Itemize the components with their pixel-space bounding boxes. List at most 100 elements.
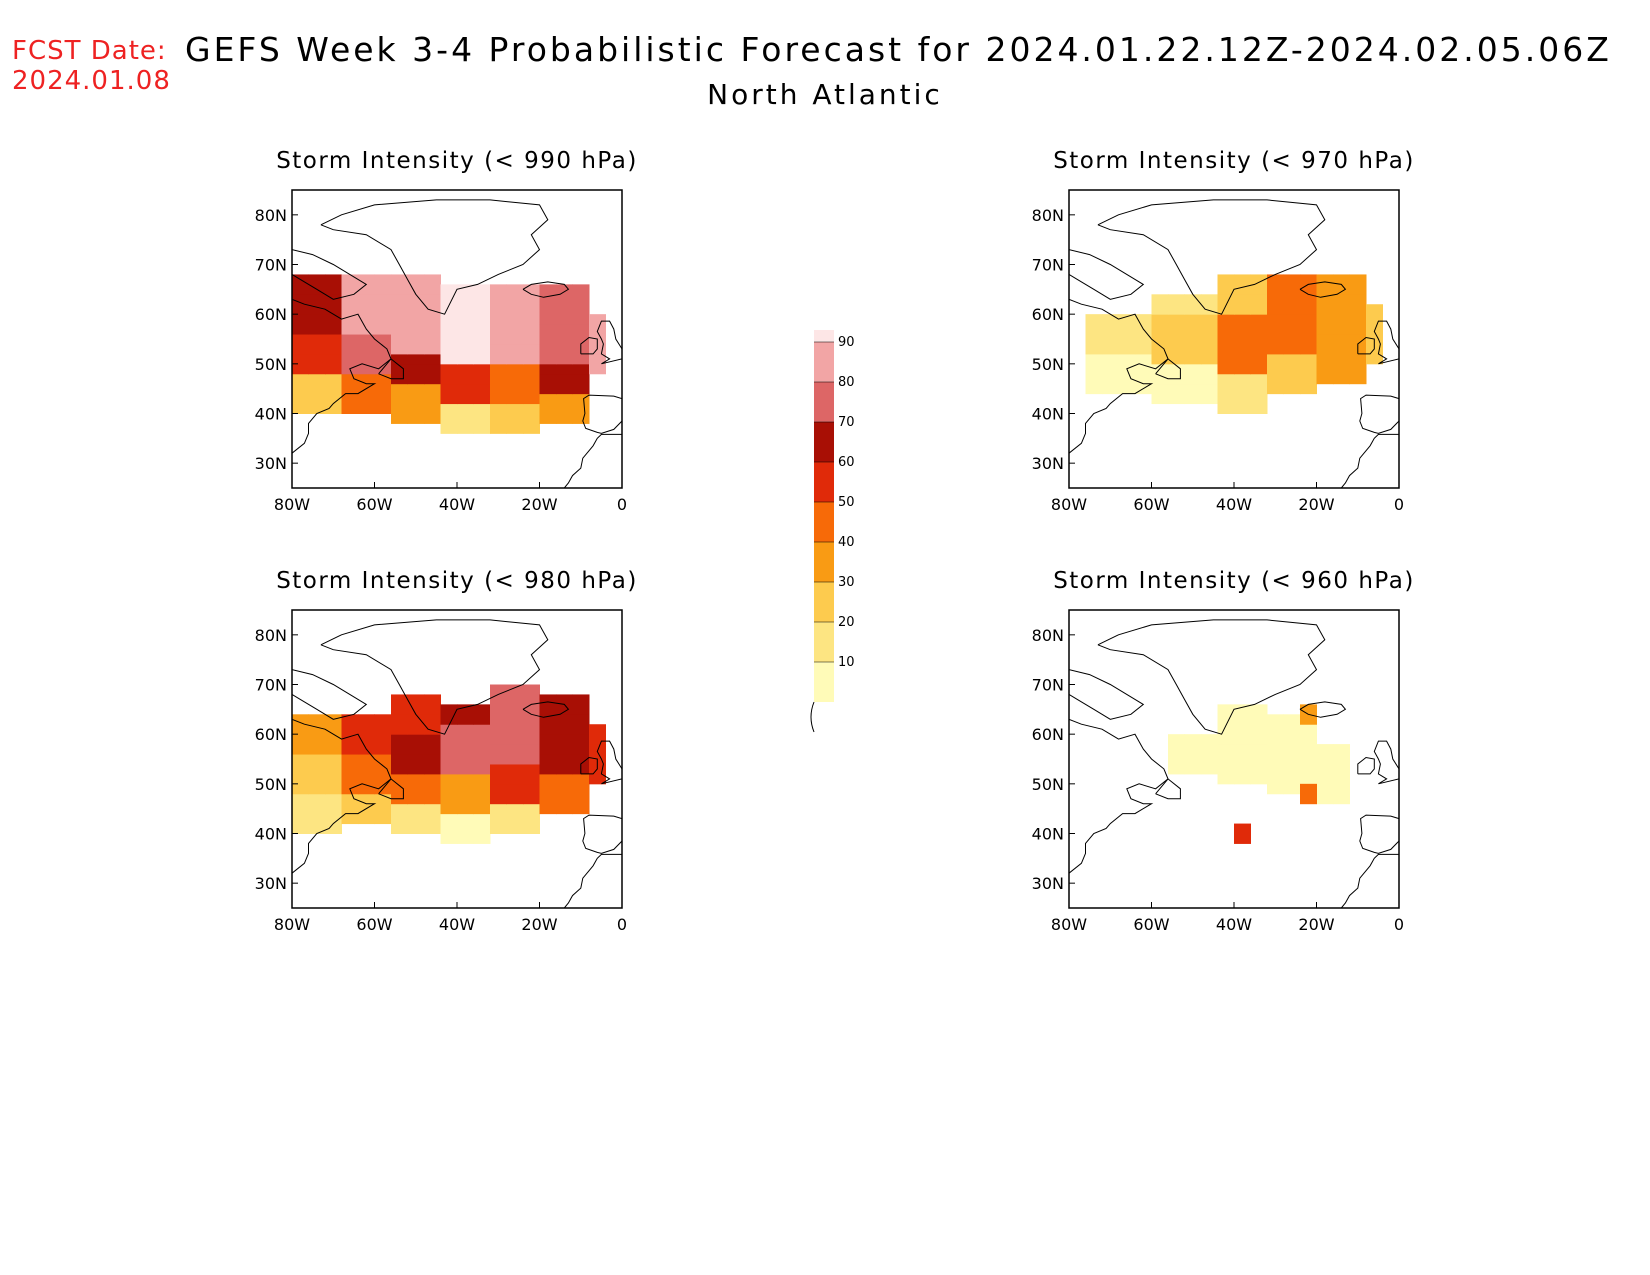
coastline bbox=[1069, 199, 1399, 488]
probability-cell bbox=[325, 373, 342, 395]
lat-tick-label: 60N bbox=[1032, 725, 1064, 744]
probability-cell bbox=[572, 694, 590, 715]
probability-cell bbox=[1168, 294, 1185, 315]
coastline-segment bbox=[1299, 701, 1347, 718]
probability-cell bbox=[341, 294, 359, 315]
probability-cell bbox=[1135, 334, 1152, 355]
probability-cell bbox=[325, 274, 342, 295]
colorbar-label: 40 bbox=[838, 535, 855, 550]
probability-cell bbox=[523, 763, 540, 785]
probability-cell bbox=[490, 383, 507, 405]
probability-cell bbox=[1267, 353, 1284, 375]
probability-cell bbox=[341, 773, 359, 795]
probability-cell bbox=[1333, 314, 1350, 335]
probability-cell bbox=[1151, 294, 1169, 315]
lon-tick-label: 40W bbox=[439, 915, 475, 934]
probability-cell bbox=[407, 783, 425, 805]
probability-cell bbox=[358, 773, 375, 795]
lat-tick-label: 70N bbox=[255, 676, 287, 695]
probability-cell bbox=[1300, 734, 1317, 755]
probability-cell bbox=[473, 773, 491, 795]
probability-cell bbox=[440, 324, 458, 345]
probability-cell bbox=[1300, 754, 1317, 775]
probability-cell bbox=[1168, 324, 1185, 345]
probability-cell bbox=[1135, 314, 1152, 335]
probability-cell bbox=[1184, 383, 1202, 405]
colorbar-label: 70 bbox=[838, 415, 855, 430]
probability-cell bbox=[1283, 754, 1301, 775]
probability-cell bbox=[473, 324, 491, 345]
probability-cell bbox=[506, 324, 524, 345]
colorbar-swatch bbox=[814, 662, 834, 702]
probability-cell bbox=[358, 734, 375, 755]
colorbar-swatch bbox=[814, 382, 834, 422]
coastline-segment bbox=[1340, 853, 1399, 908]
probability-cell bbox=[1283, 294, 1301, 315]
lon-tick-label: 60W bbox=[356, 495, 392, 514]
probability-cell bbox=[440, 363, 458, 385]
probability-cell bbox=[556, 773, 573, 795]
coastline-segment bbox=[596, 740, 622, 785]
probability-cell bbox=[325, 294, 342, 315]
probability-cell bbox=[1316, 363, 1334, 385]
probability-cell bbox=[424, 383, 441, 405]
probability-cell bbox=[1250, 353, 1268, 375]
probability-cell bbox=[1250, 744, 1268, 765]
page-title: GEFS Week 3-4 Probabilistic Forecast for… bbox=[185, 30, 1612, 69]
coastline-segment bbox=[1069, 718, 1169, 874]
probability-cell bbox=[308, 793, 326, 815]
lon-tick-label: 20W bbox=[1298, 495, 1334, 514]
probability-cell bbox=[490, 304, 507, 325]
probability-cell bbox=[556, 734, 573, 755]
probability-cell bbox=[407, 274, 425, 295]
probability-cell bbox=[1151, 324, 1169, 345]
probability-cell bbox=[1283, 714, 1301, 735]
probability-cell bbox=[341, 734, 359, 755]
probability-cell bbox=[572, 734, 590, 755]
probability-cell bbox=[457, 324, 474, 345]
probability-cell bbox=[1184, 754, 1202, 775]
probability-cell bbox=[391, 734, 408, 755]
probability-cell bbox=[325, 793, 342, 815]
coastline-segment bbox=[292, 718, 392, 874]
probability-cell bbox=[473, 413, 491, 434]
probability-cell bbox=[1201, 734, 1218, 755]
probability-cell bbox=[1234, 393, 1251, 414]
probability-cell bbox=[407, 714, 425, 735]
probability-cell bbox=[473, 383, 491, 405]
probability-cell bbox=[1217, 704, 1235, 725]
probability-cell bbox=[572, 773, 590, 795]
lon-tick-label: 20W bbox=[521, 495, 557, 514]
probability-cell bbox=[358, 294, 375, 315]
coastline-segment bbox=[580, 336, 598, 355]
probability-cell bbox=[457, 734, 474, 755]
probability-cell bbox=[1168, 754, 1185, 775]
probability-cell bbox=[1217, 724, 1235, 745]
probability-cell bbox=[473, 343, 491, 365]
probability-cell bbox=[523, 783, 540, 805]
probability-cell bbox=[1234, 724, 1251, 745]
probability-cell bbox=[506, 383, 524, 405]
probability-cell bbox=[391, 403, 408, 424]
panel-title-990: Storm Intensity (< 990 hPa) bbox=[276, 148, 638, 174]
coastline-segment bbox=[1340, 433, 1399, 488]
probability-cell bbox=[1217, 274, 1235, 295]
map-960: 80N 70N 60N 50N 40N 30N 80W 60W 40W 20W 0 bbox=[1032, 609, 1404, 934]
lon-tick-label: 40W bbox=[439, 495, 475, 514]
probability-cell bbox=[1118, 353, 1136, 375]
map-panel-960: Storm Intensity (< 960 hPa) 80N 70N 60N 50N… bbox=[1032, 568, 1454, 968]
probability-cell bbox=[572, 284, 590, 305]
lat-tick-label: 30N bbox=[1032, 454, 1064, 473]
colorbar-swatch bbox=[814, 542, 834, 582]
probability-cell bbox=[1250, 763, 1268, 785]
probability-cell bbox=[440, 704, 458, 725]
probability-cell bbox=[523, 413, 540, 434]
colorbar-swatch bbox=[814, 582, 834, 622]
probability-cell bbox=[523, 343, 540, 365]
probability-cell bbox=[1267, 294, 1284, 315]
probability-cell bbox=[391, 754, 408, 775]
probability-cell bbox=[341, 754, 359, 775]
probability-cell bbox=[523, 304, 540, 325]
probability-cell bbox=[424, 294, 441, 315]
probability-cell bbox=[424, 783, 441, 805]
